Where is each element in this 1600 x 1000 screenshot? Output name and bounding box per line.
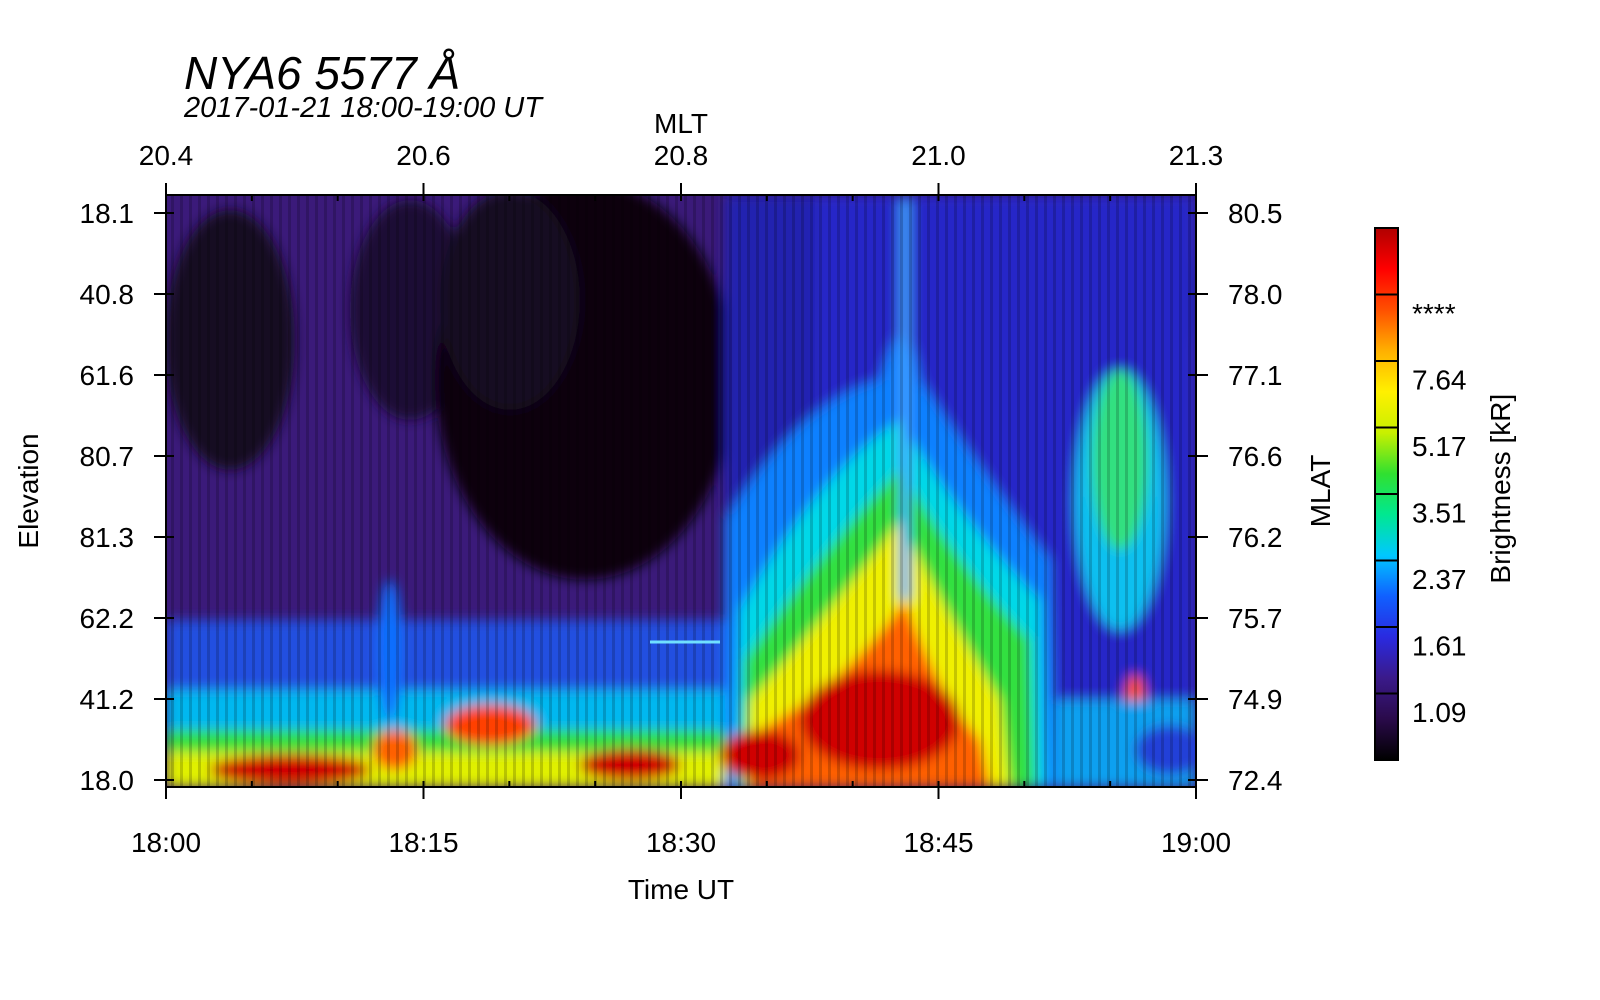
- colorbar-tick-label: 3.51: [1412, 497, 1467, 528]
- axes-layer: 18:00 18:15 18:30 18:45 19:00 Time UT 20.4 20.6…: [13, 108, 1336, 905]
- colorbar: **** 7.64 5.17 3.51 2.37 1.61 1.09 Brightness […: [1374, 227, 1516, 761]
- right-tick-label: 72.4: [1228, 765, 1283, 796]
- x-tick-label: 18:00: [131, 827, 201, 858]
- colorbar-tick-label: 1.09: [1412, 697, 1467, 728]
- y-tick-label: 80.7: [80, 441, 135, 472]
- top-tick-label: 20.4: [139, 140, 194, 171]
- top-tick-label: 21.0: [911, 140, 966, 171]
- right-tick-label: 78.0: [1228, 279, 1283, 310]
- right-axis-label: MLAT: [1305, 455, 1336, 528]
- right-tick-label: 80.5: [1228, 198, 1283, 229]
- y-tick-label: 40.8: [80, 279, 135, 310]
- right-tick-label: 76.2: [1228, 522, 1283, 553]
- right-tick-label: 76.6: [1228, 441, 1283, 472]
- chart-title: NYA6 5577 Å: [184, 47, 461, 99]
- x-tick-label: 19:00: [1161, 827, 1231, 858]
- top-tick-label: 20.8: [654, 140, 709, 171]
- top-tick-label: 20.6: [396, 140, 451, 171]
- chart-subtitle: 2017-01-21 18:00-19:00 UT: [184, 92, 542, 124]
- colorbar-tick-label: ****: [1412, 298, 1456, 329]
- top-tick-label: 21.3: [1169, 140, 1224, 171]
- colorbar-label: Brightness [kR]: [1485, 394, 1516, 584]
- right-tick-label: 77.1: [1228, 360, 1283, 391]
- x-axis-label: Time UT: [628, 874, 734, 905]
- heatmap-image: [166, 195, 1196, 787]
- colorbar-tick-label: 1.61: [1412, 630, 1467, 661]
- top-axis-label: MLT: [654, 108, 708, 139]
- y-tick-label: 61.6: [80, 360, 135, 391]
- colorbar-tick-label: 7.64: [1412, 364, 1467, 395]
- x-tick-label: 18:15: [388, 827, 458, 858]
- y-tick-label: 41.2: [80, 684, 135, 715]
- x-tick-label: 18:45: [903, 827, 973, 858]
- y-tick-label: 18.1: [80, 198, 135, 229]
- x-tick-label: 18:30: [646, 827, 716, 858]
- y-tick-label: 18.0: [80, 765, 135, 796]
- right-tick-label: 74.9: [1228, 684, 1283, 715]
- y-tick-label: 62.2: [80, 603, 135, 634]
- y-tick-label: 81.3: [80, 522, 135, 553]
- y-axis-label: Elevation: [13, 433, 44, 548]
- colorbar-tick-label: 2.37: [1412, 564, 1467, 595]
- right-tick-label: 75.7: [1228, 603, 1283, 634]
- colorbar-tick-label: 5.17: [1412, 431, 1467, 462]
